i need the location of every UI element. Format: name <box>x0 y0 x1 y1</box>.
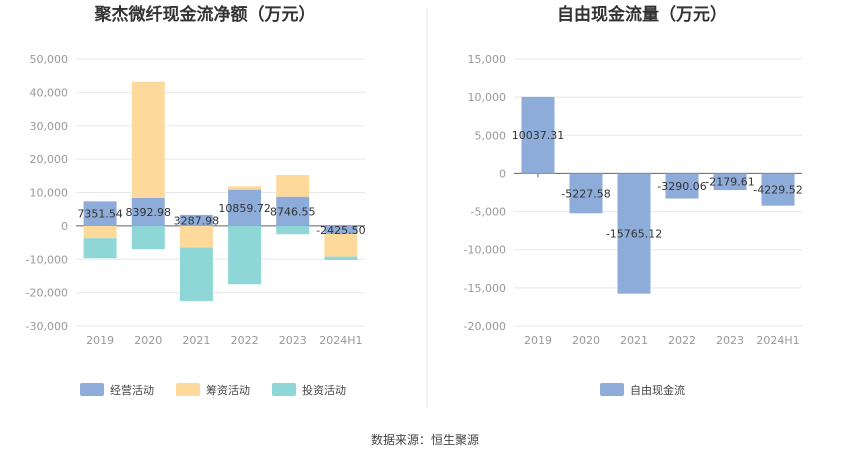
bar <box>83 201 117 226</box>
x-tick-label: 2019 <box>86 334 114 347</box>
legend-label: 经营活动 <box>110 383 154 397</box>
x-tick-label: 2020 <box>134 334 162 347</box>
legend-label: 筹资活动 <box>206 383 250 397</box>
bar <box>569 173 603 214</box>
bar <box>131 81 165 198</box>
y-tick-label: 10,000 <box>30 187 69 200</box>
y-tick-label: 5,000 <box>475 129 507 142</box>
bar <box>228 189 262 226</box>
y-tick-label: 15,000 <box>468 53 507 66</box>
bar <box>179 247 213 301</box>
data-label: 10037.31 <box>512 129 565 142</box>
right-chart: 15,000 10,000 5,000 0 -5,000 -10,000 -15,000 -2… <box>464 53 803 397</box>
bar <box>521 96 555 174</box>
legend-swatch <box>80 383 104 396</box>
y-tick-label: 10,000 <box>468 91 507 104</box>
bar <box>324 256 358 261</box>
bar <box>617 173 651 294</box>
bar <box>179 214 213 226</box>
bar <box>665 173 699 199</box>
bar <box>324 233 358 257</box>
y-tick-label: -5,000 <box>471 206 506 219</box>
legend-swatch <box>272 383 296 396</box>
y-tick-label: 50,000 <box>30 53 69 66</box>
data-label: 8392.98 <box>126 206 172 219</box>
y-tick-label: -20,000 <box>464 320 506 333</box>
legend-swatch <box>176 383 200 396</box>
bar <box>131 225 165 250</box>
y-tick-label: -15,000 <box>464 282 506 295</box>
source-note: 数据来源：恒生聚源 <box>371 432 479 447</box>
y-tick-label: 40,000 <box>30 86 69 99</box>
bar <box>179 225 213 248</box>
data-label: -2179.61 <box>705 176 754 189</box>
bar <box>228 186 262 190</box>
y-tick-label: 30,000 <box>30 120 69 133</box>
data-label: -2425.50 <box>316 224 365 237</box>
y-tick-label: -10,000 <box>26 253 68 266</box>
x-tick-label: 2022 <box>231 334 259 347</box>
data-label: 7351.54 <box>77 208 123 221</box>
bar <box>324 225 358 234</box>
bar <box>228 225 262 285</box>
legend-label: 自由现金流 <box>630 383 685 397</box>
bar <box>83 238 117 259</box>
data-label: 8746.55 <box>270 205 316 218</box>
x-tick-label: 2020 <box>572 334 600 347</box>
legend-label: 投资活动 <box>302 383 346 397</box>
left-chart-title: 聚杰微纤现金流净额（万元） <box>94 4 316 25</box>
bar <box>276 174 310 197</box>
bar <box>83 225 117 239</box>
bar <box>276 196 310 226</box>
y-tick-label: -30,000 <box>26 320 68 333</box>
x-tick-label: 2019 <box>524 334 552 347</box>
x-tick-label: 2024H1 <box>756 334 799 347</box>
data-label: -4229.52 <box>753 184 802 197</box>
left-chart: 50,000 40,000 30,000 20,000 10,000 0 -10,000 -2… <box>26 53 366 397</box>
data-label: 3287.98 <box>174 214 220 227</box>
data-label: 10859.72 <box>218 202 271 215</box>
y-tick-label: -20,000 <box>26 287 68 300</box>
x-tick-label: 2021 <box>182 334 210 347</box>
bar <box>713 173 747 191</box>
data-label: -3290.06 <box>657 180 706 193</box>
x-tick-label: 2024H1 <box>319 334 362 347</box>
bar <box>276 225 310 235</box>
x-tick-label: 2021 <box>620 334 648 347</box>
y-tick-label: 20,000 <box>30 153 69 166</box>
y-tick-label: 0 <box>61 220 68 233</box>
x-tick-label: 2022 <box>668 334 696 347</box>
y-tick-label: 0 <box>499 167 506 180</box>
right-chart-title: 自由现金流量（万元） <box>557 4 727 25</box>
data-label: -15765.12 <box>606 228 662 241</box>
x-tick-label: 2023 <box>716 334 744 347</box>
legend-swatch <box>600 383 624 396</box>
bar <box>761 173 795 206</box>
y-tick-label: -10,000 <box>464 244 506 257</box>
data-label: -5227.58 <box>561 187 610 200</box>
bar <box>131 197 165 226</box>
x-tick-label: 2023 <box>279 334 307 347</box>
